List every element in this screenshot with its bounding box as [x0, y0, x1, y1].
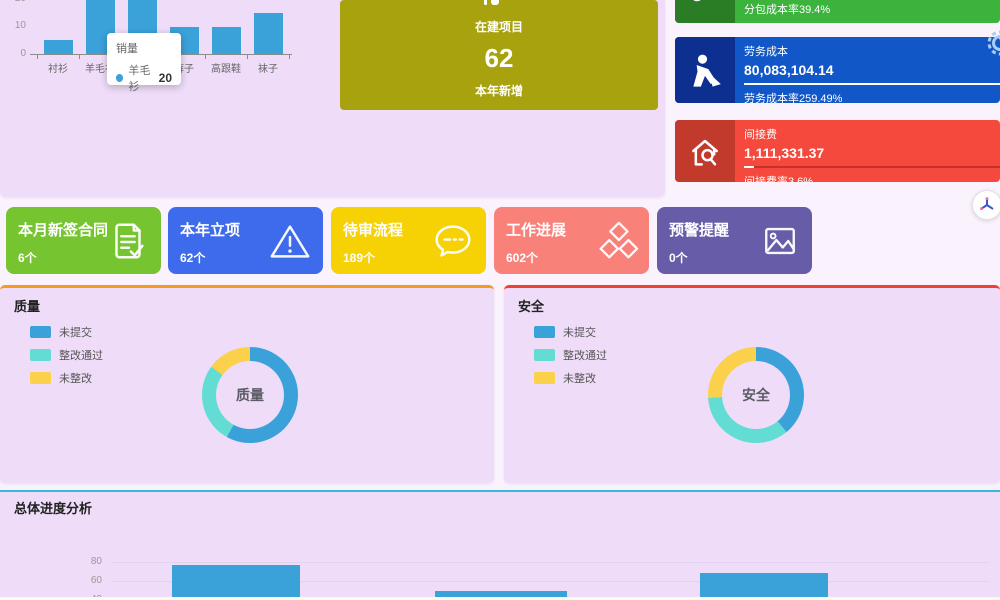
legend-item[interactable]: 整改通过 [30, 347, 103, 363]
safety-legend: 未提交 整改通过 未整改 [534, 324, 607, 393]
progress-bar-1[interactable] [172, 564, 300, 600]
progress-panel-title: 总体进度分析 [14, 501, 93, 516]
chart-tooltip: 销量 羊毛衫 20 [107, 33, 181, 93]
kpi-count: 0个 [669, 251, 688, 265]
kpi-card-new-contracts[interactable]: 本月新签合同 6个 [6, 207, 161, 274]
indirect-cost-card[interactable]: 间接费 1,111,331.37 间接费率3.6% [675, 120, 1000, 182]
progress-bar-2[interactable] [435, 590, 567, 600]
series-dot-icon [116, 74, 124, 82]
legend-swatch [30, 326, 51, 338]
safety-panel-title: 安全 [518, 299, 545, 314]
sales-bar-chart[interactable]: 20 10 0 衬衫 羊毛衫 雪纺衫 裤子 [0, 0, 300, 93]
progress-bar-3[interactable] [700, 573, 828, 600]
kpi-title: 本年立项 [180, 222, 241, 239]
kpi-card-work-progress[interactable]: 工作进展 602个 [494, 207, 649, 274]
donut-center-label: 安全 [722, 361, 790, 429]
float-widget-icon [980, 197, 994, 211]
labor-cost-rate: 劳务成本率259.49% [744, 93, 843, 103]
y-axis-label: 80 [90, 556, 102, 567]
kpi-title: 预警提醒 [669, 222, 730, 239]
indirect-progress-bar [744, 166, 1000, 168]
y-axis-label: 0 [20, 48, 26, 59]
project-card-value: 62 [484, 43, 514, 73]
overall-progress-panel: 总体进度分析 80 60 40 [0, 490, 1000, 600]
viewport-bottom-strip [0, 597, 1000, 600]
house-search-icon [692, 139, 718, 166]
legend-swatch [30, 372, 51, 384]
tooltip-value: 20 [158, 71, 172, 85]
kpi-count: 602个 [506, 251, 539, 265]
y-axis-label: 60 [90, 575, 102, 586]
bar-shirt[interactable] [43, 40, 73, 54]
quality-donut-chart[interactable]: 质量 [202, 347, 298, 443]
quality-panel-title: 质量 [14, 299, 41, 314]
image-icon [765, 227, 795, 254]
sales-chart-panel: 20 10 0 衬衫 羊毛衫 雪纺衫 裤子 [0, 0, 665, 197]
warning-triangle-icon [270, 224, 310, 258]
kpi-card-pending-flows[interactable]: 待审流程 189个 [331, 207, 486, 274]
tooltip-title: 销量 [116, 43, 138, 55]
kpi-title: 本月新签合同 [18, 222, 109, 239]
legend-item[interactable]: 未整改 [30, 370, 103, 386]
indirect-cost-amount: 1,111,331.37 [744, 145, 825, 161]
settings-gear-button[interactable] [983, 26, 1000, 65]
legend-item[interactable]: 未提交 [30, 324, 103, 340]
legend-swatch [534, 326, 555, 338]
subcontract-cost-card[interactable]: 分包成本率39.4% [675, 0, 1000, 23]
tooltip-series: 羊毛衫 [128, 65, 151, 93]
projects-in-progress-card[interactable]: 在建项目 62 本年新增 [340, 0, 658, 110]
project-card-label: 在建项目 [474, 20, 523, 34]
y-axis-label: 20 [6, 0, 26, 4]
donut-center-label: 质量 [216, 361, 284, 429]
kpi-title: 待审流程 [343, 222, 404, 239]
bar-socks[interactable] [253, 12, 283, 54]
labor-progress-bar [744, 83, 1000, 85]
safety-donut-chart[interactable]: 安全 [708, 347, 804, 443]
cubes-icon [599, 221, 639, 258]
indirect-cost-label: 间接费 [744, 129, 777, 141]
quality-panel: 质量 未提交 整改通过 未整改 质量 [0, 285, 494, 483]
indirect-cost-rate: 间接费率3.6% [744, 176, 814, 182]
safety-panel: 安全 未提交 整改通过 未整改 安全 [504, 285, 1000, 483]
quality-legend: 未提交 整改通过 未整改 [30, 324, 103, 393]
kpi-count: 189个 [343, 251, 376, 265]
subcontract-rate: 分包成本率39.4% [744, 4, 831, 16]
clipped-number-fragment [484, 0, 487, 5]
y-axis-label: 10 [14, 20, 26, 31]
legend-swatch [534, 349, 555, 361]
legend-item[interactable]: 未整改 [534, 370, 607, 386]
legend-swatch [534, 372, 555, 384]
legend-swatch [30, 349, 51, 361]
floating-widget-button[interactable] [972, 190, 1000, 220]
clipped-number-fragment [491, 0, 499, 5]
labor-cost-amount: 80,083,104.14 [744, 62, 834, 78]
bar-heels[interactable] [211, 26, 241, 54]
labor-cost-label: 劳务成本 [744, 46, 788, 58]
cart-icon [694, 0, 700, 1]
gear-icon [987, 30, 1000, 56]
project-card-sub-label: 本年新增 [474, 84, 523, 98]
document-check-icon [115, 222, 144, 259]
kpi-title: 工作进展 [506, 222, 567, 239]
legend-item[interactable]: 整改通过 [534, 347, 607, 363]
kpi-count: 6个 [18, 251, 37, 265]
chat-bubble-icon [435, 224, 471, 257]
kpi-card-year-projects[interactable]: 本年立项 62个 [168, 207, 323, 274]
kpi-card-alerts[interactable]: 预警提醒 0个 [657, 207, 812, 274]
kpi-count: 62个 [180, 251, 206, 265]
labor-cost-card[interactable]: 劳务成本 80,083,104.14 劳务成本率259.49% [675, 37, 1000, 103]
legend-item[interactable]: 未提交 [534, 324, 607, 340]
worker-icon [693, 54, 721, 87]
